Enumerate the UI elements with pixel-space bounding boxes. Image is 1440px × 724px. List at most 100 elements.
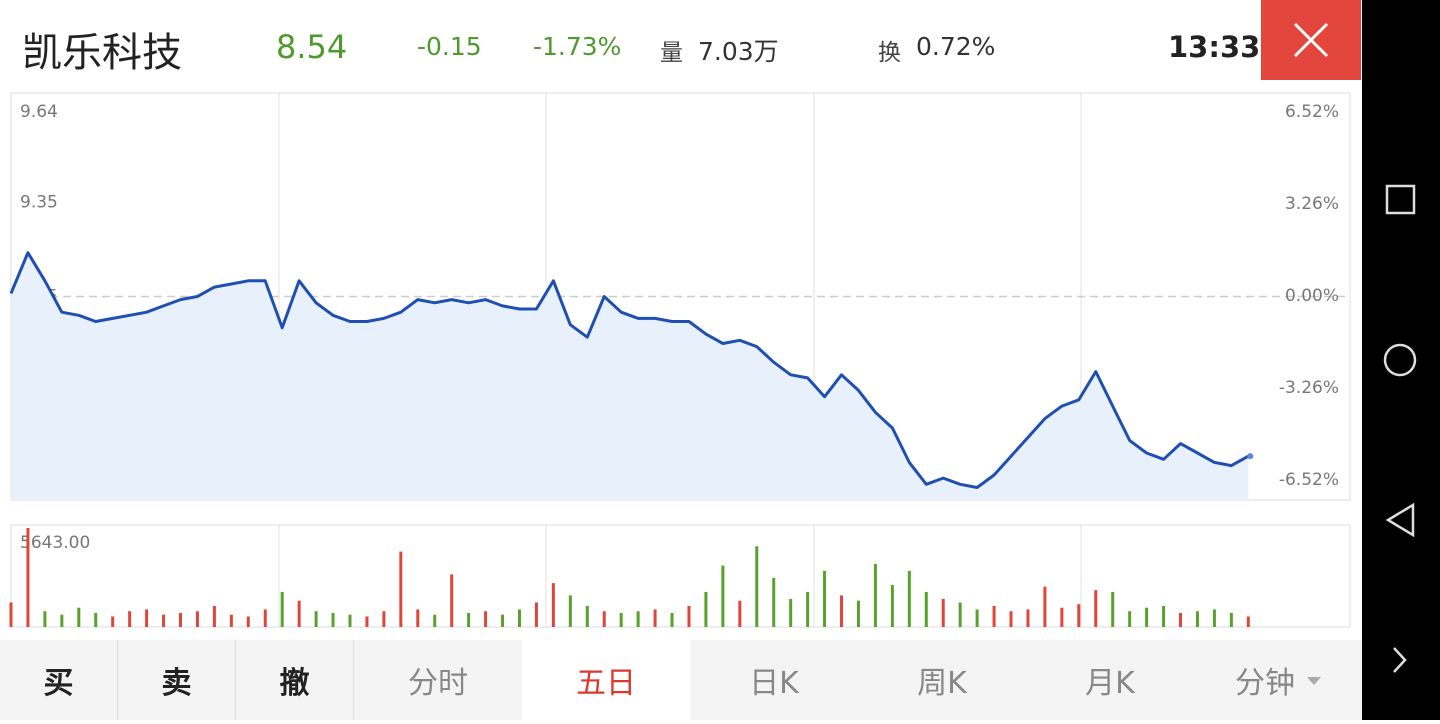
turnover-label: 换 <box>878 40 901 66</box>
tab[interactable]: 日K <box>690 640 858 720</box>
volume-bar <box>229 614 233 627</box>
volume-bar <box>823 570 827 627</box>
volume-bar <box>873 563 877 627</box>
y2-tick-label: 6.52% <box>1285 102 1339 122</box>
volume-bar <box>195 611 199 627</box>
y-tick-label: 5643.00 <box>20 533 90 553</box>
volume-bar <box>263 609 267 627</box>
volume-bar <box>128 611 132 627</box>
volume-bar <box>484 611 488 627</box>
volume-bar <box>941 598 945 627</box>
volume-bar <box>738 600 742 627</box>
volume-bar <box>636 611 640 627</box>
close-button[interactable] <box>1261 0 1361 80</box>
volume-bar <box>789 598 793 627</box>
volume-bar <box>314 611 318 627</box>
tab[interactable]: 买 <box>0 640 118 720</box>
volume-bar <box>399 551 403 627</box>
y2-tick-label: -3.26% <box>1279 378 1339 398</box>
volume-bar <box>1179 612 1183 627</box>
volume-bar <box>1060 607 1064 627</box>
volume-bar <box>856 600 860 627</box>
volume-bar <box>568 595 572 627</box>
volume-bar <box>1026 609 1030 627</box>
volume-bar <box>365 616 369 627</box>
volume-bar <box>178 612 182 627</box>
volume-bar <box>585 605 589 627</box>
change: -0.15 <box>417 32 482 61</box>
volume-bar <box>467 612 471 627</box>
volume-bar <box>162 614 166 627</box>
volume-bar <box>721 565 725 627</box>
volume-bar <box>1195 611 1199 627</box>
tab-label: 买 <box>43 666 74 701</box>
volume-bar <box>26 528 30 627</box>
tab[interactable]: 五日 <box>522 640 690 720</box>
volume-label: 量 <box>660 40 683 66</box>
volume-bar <box>297 600 301 627</box>
tab-label: 日K <box>749 666 799 701</box>
dropdown-arrow <box>1307 676 1321 692</box>
volume-bar <box>619 612 623 627</box>
volume-bar <box>551 583 555 627</box>
tab[interactable]: 月K <box>1026 640 1194 720</box>
stock-name: 凯乐科技 <box>22 30 182 76</box>
volume-bar <box>433 614 437 627</box>
volume-bar <box>450 574 454 627</box>
volume-bar <box>958 602 962 627</box>
volume-bar <box>331 612 335 627</box>
volume-bar <box>111 616 115 627</box>
volume-bar <box>687 605 691 627</box>
volume-bar <box>806 591 810 627</box>
volume-bar <box>840 595 844 627</box>
tab[interactable]: 卖 <box>118 640 236 720</box>
time: 13:33 <box>1168 30 1261 64</box>
volume-bar <box>212 605 216 627</box>
change-pct: -1.73% <box>533 32 622 61</box>
tab-label: 卖 <box>161 666 192 701</box>
price: 8.54 <box>276 28 348 66</box>
volume-bar <box>348 614 352 627</box>
tab[interactable]: 分时 <box>354 640 522 720</box>
volume-bar <box>670 612 674 627</box>
volume-bar <box>94 612 98 627</box>
y2-tick-label: 3.26% <box>1285 194 1339 214</box>
volume-bar <box>517 609 521 627</box>
volume-bar <box>653 609 657 627</box>
tab-bar: 买 卖 撤 分时 五日 日K 周K 月K 分钟 <box>0 640 1362 720</box>
tab[interactable]: 分钟 <box>1194 640 1362 720</box>
tab-label: 月K <box>1085 666 1135 701</box>
volume-bar <box>602 611 606 627</box>
y2-tick-label: -6.52% <box>1279 470 1339 490</box>
price-area <box>11 252 1249 500</box>
y-tick-label: 9.64 <box>20 102 58 122</box>
volume-bar <box>1094 590 1098 627</box>
volume-bar <box>1009 611 1013 627</box>
last-point <box>1247 453 1254 460</box>
tab-label: 分钟 <box>1235 666 1295 701</box>
tab-label: 撤 <box>279 666 310 701</box>
volume-bar <box>534 602 538 627</box>
price-line <box>9 251 1250 489</box>
volume-bar <box>246 616 250 627</box>
nav-bar <box>1362 0 1440 720</box>
chart: 9.649.359.058.768.466.52%3.26%0.00%-3.26… <box>9 92 1351 628</box>
volume-bar <box>9 602 13 627</box>
volume-bar <box>924 591 928 627</box>
tab-label: 分时 <box>408 666 468 701</box>
volume-bar <box>501 614 505 627</box>
volume-frame <box>10 524 1351 628</box>
volume-bar <box>1229 612 1233 627</box>
volume-bar <box>1128 611 1132 627</box>
tab[interactable]: 周K <box>858 640 1026 720</box>
volume-bar <box>1246 616 1250 627</box>
volume-bar <box>975 609 979 627</box>
volume-bar <box>1145 607 1149 627</box>
tab[interactable]: 撤 <box>236 640 354 720</box>
close-icon <box>1293 22 1329 58</box>
volume-bar <box>416 609 420 627</box>
volume: 7.03万 <box>698 37 779 66</box>
volume-bar <box>1043 586 1047 627</box>
volume-bar <box>772 577 776 627</box>
